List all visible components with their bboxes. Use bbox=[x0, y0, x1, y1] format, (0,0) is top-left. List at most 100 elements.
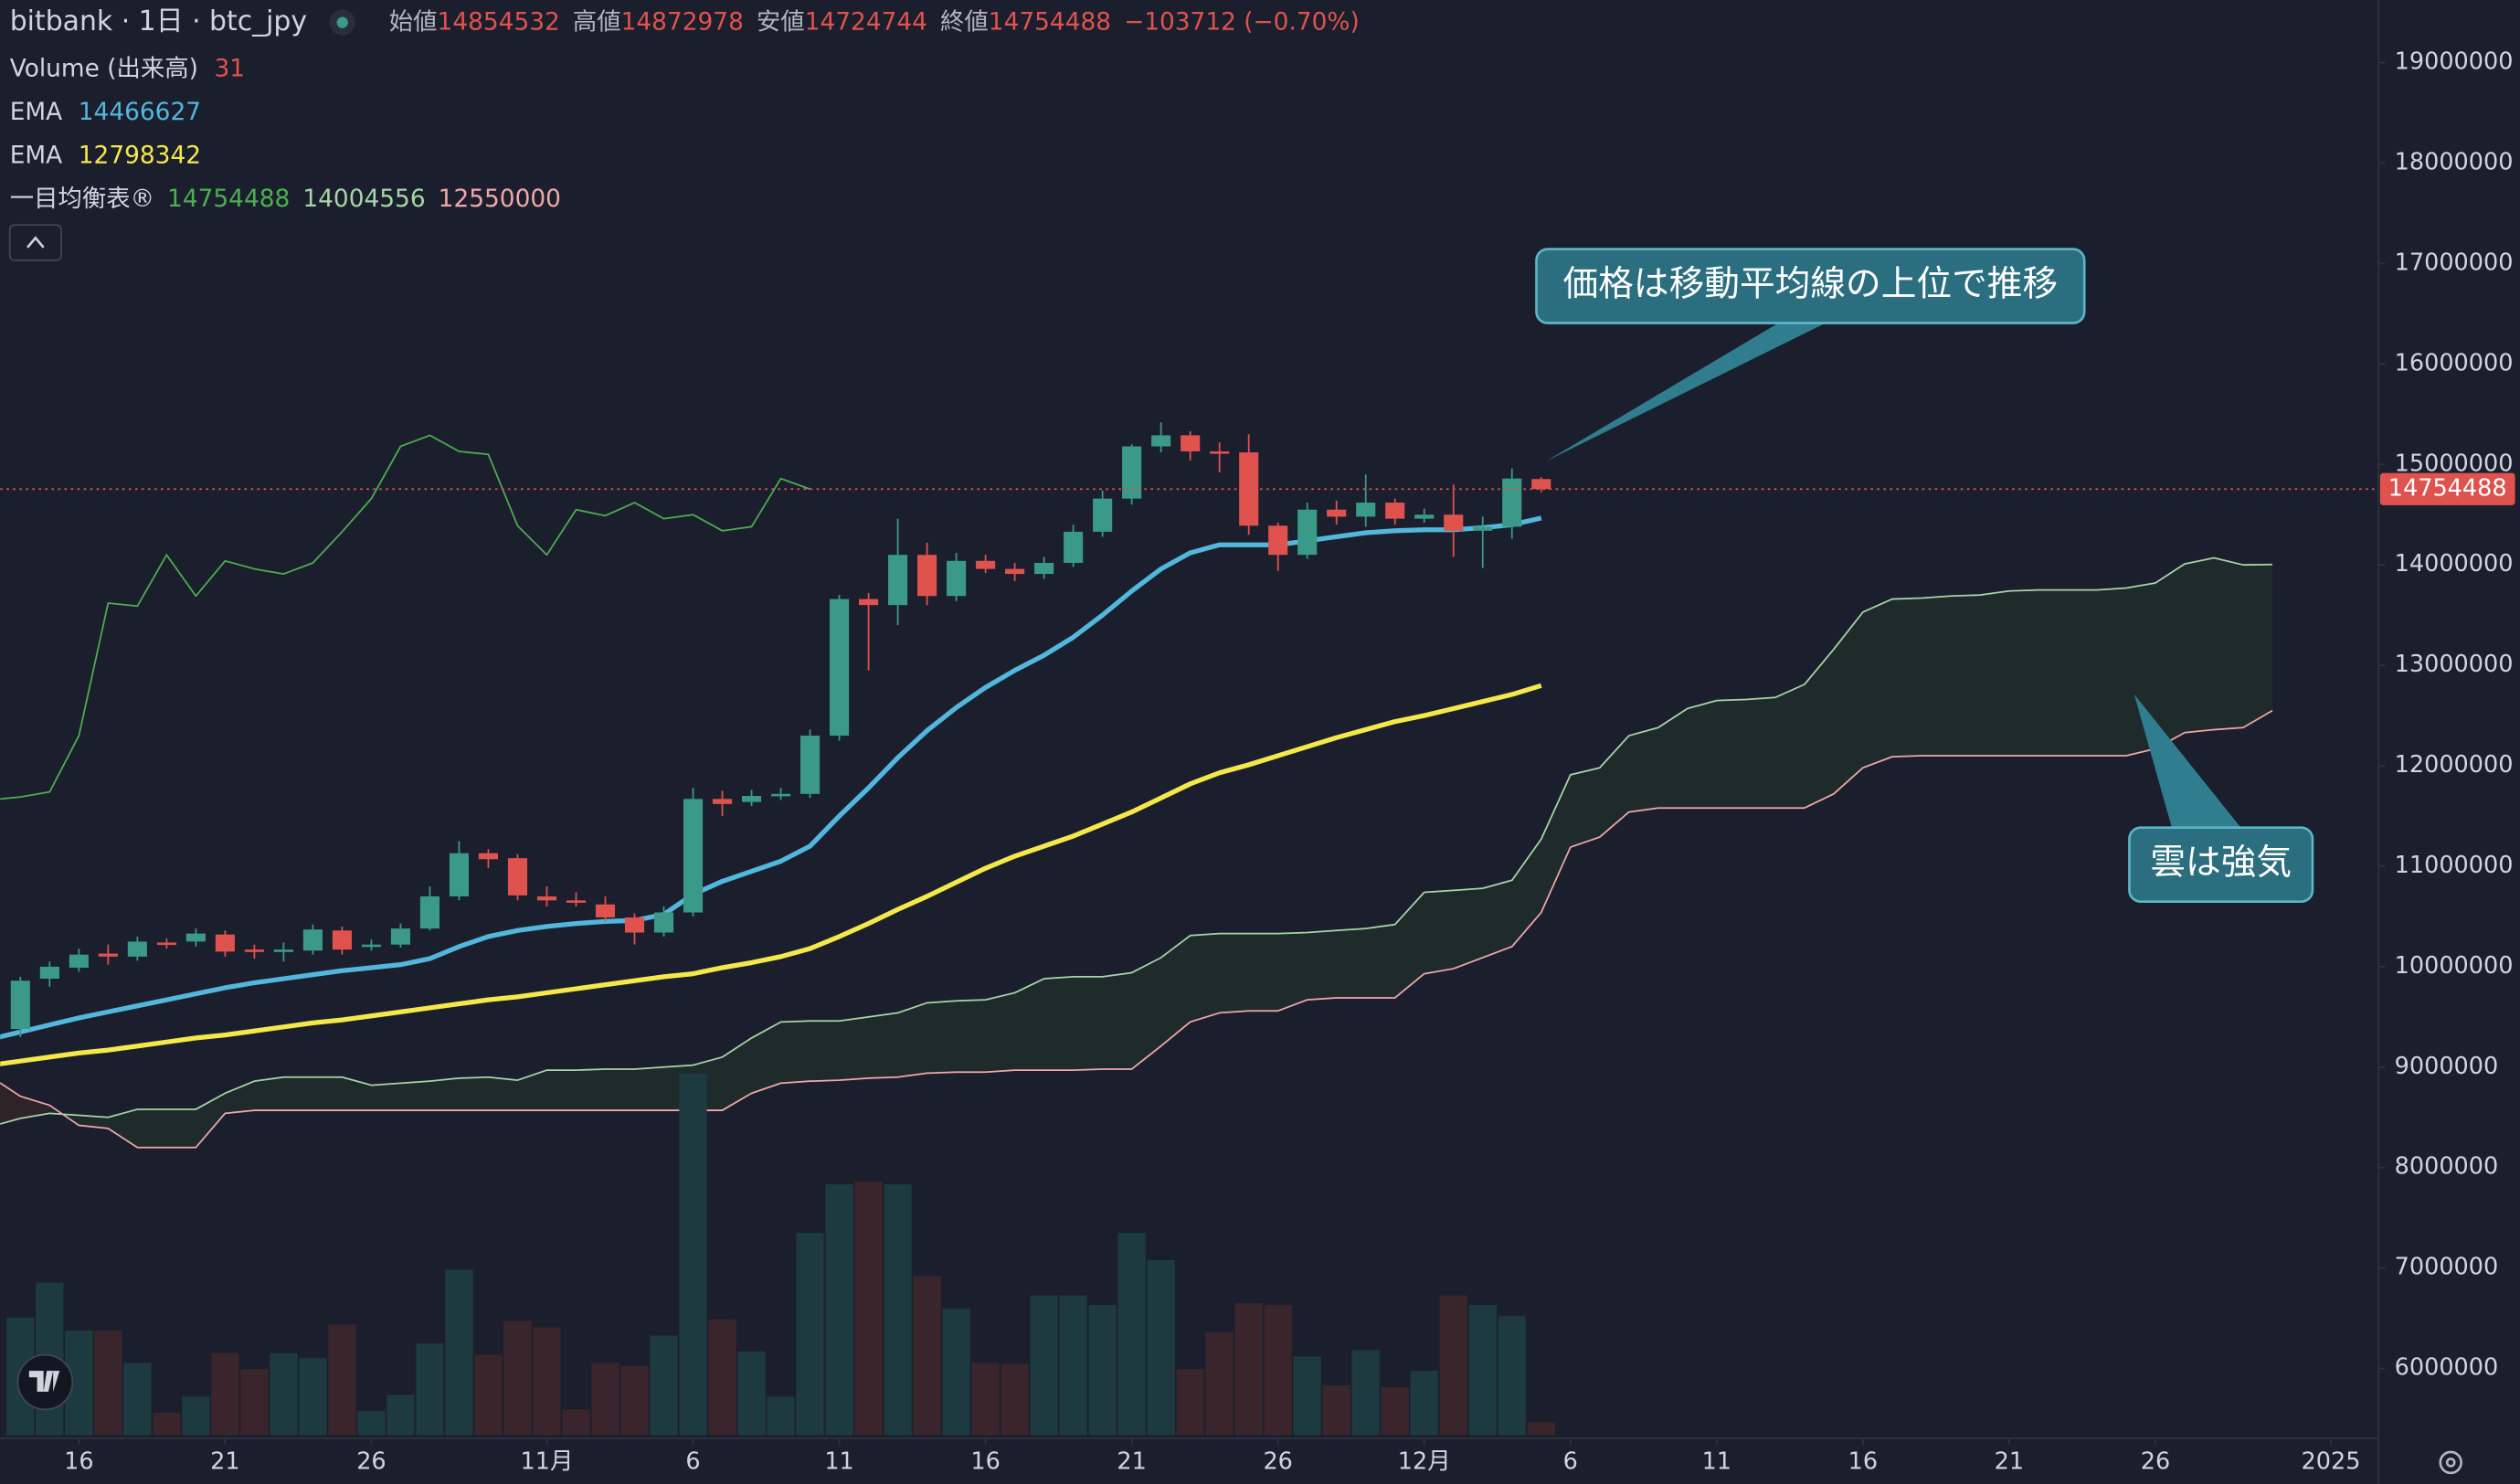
volume-bar bbox=[1322, 1385, 1350, 1436]
cloud-segment bbox=[312, 1076, 343, 1111]
cloud-segment bbox=[1482, 880, 1512, 958]
volume-bar bbox=[942, 1308, 970, 1436]
cloud-segment bbox=[1804, 649, 1834, 809]
volume-bar bbox=[1205, 1332, 1234, 1436]
candle-body bbox=[683, 799, 704, 913]
settings-icon[interactable] bbox=[2439, 1450, 2462, 1475]
annotation-text: 雲は強気 bbox=[2150, 843, 2292, 884]
candle-body bbox=[127, 941, 147, 957]
volume-bar bbox=[913, 1276, 941, 1436]
candle-body bbox=[1034, 562, 1054, 575]
volume-bar bbox=[971, 1362, 1000, 1436]
volume-bar bbox=[1147, 1260, 1175, 1436]
ohlc-label: 安値 bbox=[757, 8, 805, 36]
cloud-segment bbox=[137, 1108, 167, 1148]
collapse-button[interactable] bbox=[8, 224, 62, 261]
candle-body bbox=[449, 853, 470, 896]
cloud-segment bbox=[956, 1000, 986, 1073]
cloud-segment bbox=[839, 1016, 869, 1081]
candle-body bbox=[859, 599, 879, 606]
ohlc-value: 14872978 bbox=[621, 8, 744, 36]
volume-bar bbox=[1381, 1386, 1409, 1436]
volume-bar bbox=[270, 1352, 298, 1436]
annotation-box[interactable] bbox=[1535, 248, 2086, 324]
volume-bar bbox=[1351, 1350, 1380, 1436]
candle-body bbox=[1444, 514, 1464, 531]
candle-body bbox=[653, 912, 674, 933]
volume-bar bbox=[416, 1343, 444, 1436]
cloud-segment bbox=[926, 1001, 957, 1074]
x-tick-label: 6 bbox=[685, 1447, 700, 1475]
y-tick-label: 17000000 bbox=[2395, 249, 2514, 276]
cloud-segment bbox=[1687, 700, 1717, 809]
cloud-segment bbox=[342, 1076, 372, 1111]
last-price-label: 14754488 bbox=[2388, 474, 2507, 502]
volume-bar bbox=[1030, 1295, 1058, 1436]
volume-bar bbox=[240, 1369, 269, 1436]
volume-bar bbox=[591, 1362, 619, 1436]
volume-bar bbox=[796, 1233, 824, 1436]
volume-bar bbox=[211, 1352, 239, 1436]
ichimoku-value: 14004556 bbox=[302, 186, 425, 213]
cloud-segment bbox=[517, 1070, 547, 1111]
ema-legend: EMA 14466627 bbox=[10, 99, 201, 126]
candle-body bbox=[1093, 498, 1113, 532]
cloud-segment bbox=[1891, 598, 1922, 758]
y-tick-label: 6000000 bbox=[2395, 1354, 2499, 1382]
candle-body bbox=[507, 858, 528, 896]
cloud-segment bbox=[2096, 588, 2126, 757]
volume-bar bbox=[1527, 1422, 1555, 1436]
cloud-segment bbox=[751, 1022, 781, 1094]
candle-body bbox=[419, 896, 439, 929]
cloud-segment bbox=[2067, 589, 2097, 757]
ohlc-value: 14854532 bbox=[438, 8, 560, 36]
ema-line bbox=[0, 683, 1542, 1066]
cloud-segment bbox=[1014, 979, 1044, 1071]
volume-bar bbox=[153, 1413, 181, 1436]
x-tick-label: 26 bbox=[356, 1447, 386, 1475]
cloud-segment bbox=[108, 1108, 138, 1148]
cloud-segment bbox=[79, 1115, 109, 1129]
volume-bar bbox=[884, 1184, 912, 1436]
volume-bar bbox=[562, 1409, 590, 1436]
cloud-segment bbox=[605, 1068, 635, 1111]
cloud-segment bbox=[868, 1012, 898, 1078]
candle-body bbox=[98, 953, 118, 957]
leading-span-a bbox=[0, 556, 2273, 1125]
cloud-segment bbox=[1248, 933, 1278, 1012]
candle-body bbox=[332, 930, 352, 950]
y-tick-label: 7000000 bbox=[2395, 1254, 2499, 1281]
candle-body bbox=[1268, 525, 1288, 556]
candle-body bbox=[244, 949, 264, 952]
volume-bar bbox=[679, 1073, 707, 1436]
cloud-segment bbox=[1862, 599, 1892, 768]
x-tick-label: 16 bbox=[970, 1447, 1000, 1475]
cloud-segment bbox=[2038, 589, 2068, 757]
candle-body bbox=[1531, 479, 1551, 490]
cloud-segment bbox=[634, 1066, 664, 1111]
volume-value: 31 bbox=[214, 55, 245, 82]
leading-span-b bbox=[0, 709, 2273, 1149]
ohlc-value: 14724744 bbox=[805, 8, 927, 36]
cloud-segment bbox=[166, 1108, 196, 1148]
candle-body bbox=[595, 904, 616, 918]
cloud-segment bbox=[1745, 697, 1775, 809]
volume-bar bbox=[1498, 1316, 1526, 1436]
candle-body bbox=[185, 933, 206, 942]
candle-body bbox=[536, 896, 557, 901]
ema-legend: EMA 12798342 bbox=[10, 142, 201, 169]
candle-body bbox=[1297, 509, 1318, 556]
cloud-segment bbox=[2155, 564, 2185, 749]
logo-mark bbox=[28, 1371, 60, 1393]
candle-body bbox=[1005, 568, 1025, 575]
x-tick-label: 21 bbox=[210, 1447, 239, 1475]
y-tick-label: 16000000 bbox=[2395, 349, 2514, 376]
candle-body bbox=[976, 560, 996, 569]
annotation-box[interactable] bbox=[2128, 826, 2314, 903]
candle-body bbox=[215, 934, 235, 952]
candle-body bbox=[1356, 503, 1376, 517]
y-tick-label: 14000000 bbox=[2395, 550, 2514, 578]
candle-body bbox=[39, 966, 59, 980]
cloud-segment bbox=[576, 1068, 606, 1111]
cloud-segment bbox=[1219, 933, 1249, 1013]
